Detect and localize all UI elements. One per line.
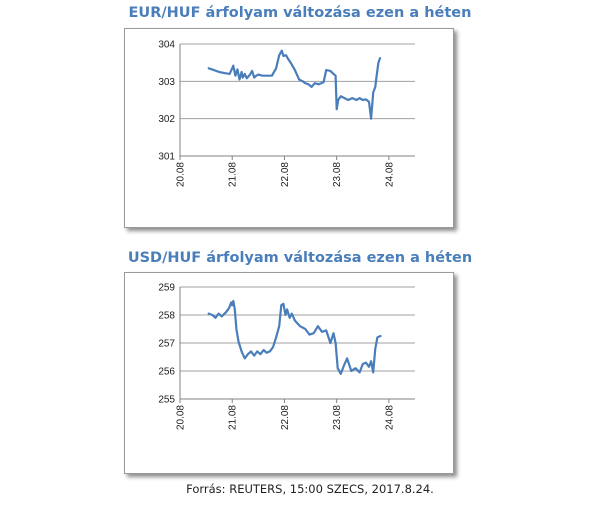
usdhuf-ytick-label: 257 [158, 339, 175, 350]
eurhuf-ytick-label: 304 [158, 40, 175, 51]
usdhuf-ytick-label: 256 [158, 367, 175, 378]
eurhuf-series-line [207, 49, 382, 120]
usdhuf-ytick-label: 259 [158, 283, 175, 294]
usdhuf-xtick-label: 22.08 [280, 405, 291, 430]
eurhuf-xtick-label: 21.08 [228, 162, 239, 187]
chart-title-usdhuf: USD/HUF árfolyam változása ezen a héten [127, 250, 473, 266]
eurhuf-ytick-label: 301 [158, 152, 175, 163]
eurhuf-xtick-label: 24.08 [384, 162, 395, 187]
eurhuf-xtick-label: 22.08 [280, 162, 291, 187]
usdhuf-xtick-label: 23.08 [332, 405, 343, 430]
source-note: Forrás: REUTERS, 15:00 SZECS, 2017.8.24. [186, 482, 434, 496]
chart-title-eurhuf: EUR/HUF árfolyam változása ezen a héten [128, 5, 472, 21]
eurhuf-ytick-label: 302 [158, 114, 175, 125]
chart-usdhuf: 255 256 257 258 259 20.08 21.08 22.08 23.08 24.08 [124, 272, 454, 474]
eurhuf-ytick-label: 303 [158, 77, 175, 88]
usdhuf-ytick-label: 258 [158, 311, 175, 322]
usdhuf-xtick-label: 20.08 [176, 405, 187, 430]
usdhuf-xtick-label: 24.08 [384, 405, 395, 430]
eurhuf-xtick-label: 23.08 [332, 162, 343, 187]
usdhuf-ytick-label: 255 [158, 395, 175, 406]
chart-usdhuf-svg: 255 256 257 258 259 20.08 21.08 22.08 23.08 24.08 [158, 283, 415, 430]
usdhuf-series-line [207, 299, 382, 375]
eurhuf-xtick-label: 20.08 [176, 162, 187, 187]
usdhuf-xtick-label: 21.08 [228, 405, 239, 430]
chart-eurhuf-svg: 301 302 303 304 20.08 21.08 22.08 23.08 24.08 [158, 40, 415, 187]
chart-eurhuf: 301 302 303 304 20.08 21.08 22.08 23.08 24.08 [124, 28, 454, 228]
